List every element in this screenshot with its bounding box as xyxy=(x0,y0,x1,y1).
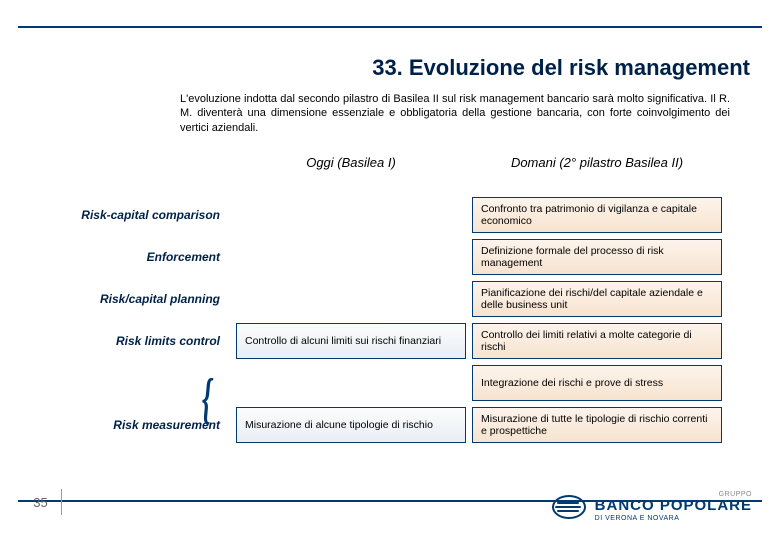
top-rule xyxy=(18,26,762,28)
column-header-oggi: Oggi (Basilea I) xyxy=(236,155,466,185)
intro-paragraph: L'evoluzione indotta dal secondo pilastr… xyxy=(180,92,730,135)
row-label: Enforcement xyxy=(45,239,230,275)
logo: GRUPPO BANCO POPOLARE DI VERONA E NOVARA xyxy=(551,491,752,522)
row-label: Risk-capital comparison xyxy=(45,197,230,233)
cell-empty xyxy=(236,281,466,317)
comparison-table: Oggi (Basilea I) Domani (2° pilastro Bas… xyxy=(45,155,735,443)
cell-empty xyxy=(236,239,466,275)
column-header-domani: Domani (2° pilastro Basilea II) xyxy=(472,155,722,185)
row-label: Risk limits control xyxy=(45,323,230,359)
cell: Definizione formale del processo di risk… xyxy=(472,239,722,275)
slide-title: 33. Evoluzione del risk management xyxy=(0,55,750,81)
cell-empty xyxy=(236,197,466,233)
cell-empty xyxy=(236,365,466,401)
row-label: { Risk measurement xyxy=(45,407,230,443)
cell: Controllo dei limiti relativi a molte ca… xyxy=(472,323,722,359)
cell: Integrazione dei rischi e prove di stres… xyxy=(472,365,722,401)
page-number: 35 xyxy=(20,489,62,515)
spacer xyxy=(45,155,230,191)
cell: Misurazione di tutte le tipologie di ris… xyxy=(472,407,722,443)
cell: Confronto tra patrimonio di vigilanza e … xyxy=(472,197,722,233)
cell: Pianificazione dei rischi/del capitale a… xyxy=(472,281,722,317)
cell: Controllo di alcuni limiti sui rischi fi… xyxy=(236,323,466,359)
logo-main: BANCO POPOLARE xyxy=(595,498,752,513)
brace-icon: { xyxy=(202,377,212,422)
logo-mark-icon xyxy=(551,493,587,521)
row-label: Risk/capital planning xyxy=(45,281,230,317)
cell: Misurazione di alcune tipologie di risch… xyxy=(236,407,466,443)
logo-sub: DI VERONA E NOVARA xyxy=(595,515,752,522)
